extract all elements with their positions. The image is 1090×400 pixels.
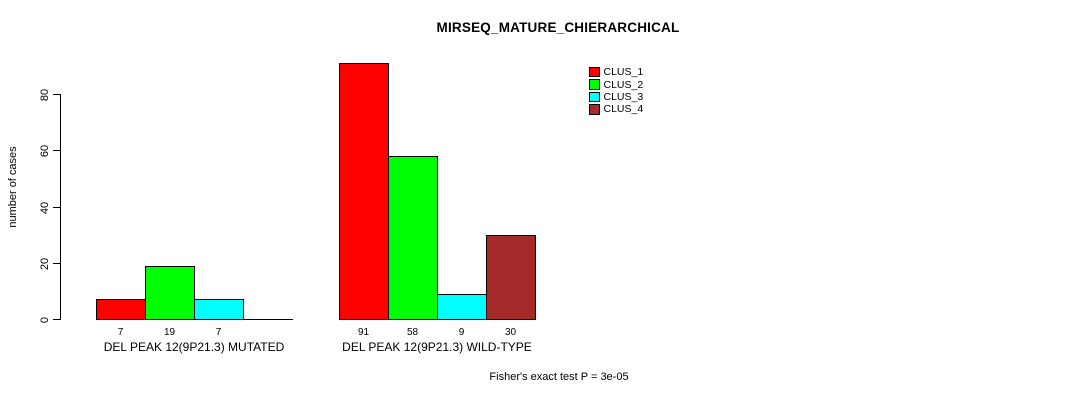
y-axis-tick: [53, 319, 60, 320]
legend-item: CLUS_4: [589, 103, 643, 115]
legend-label: CLUS_3: [603, 90, 644, 103]
y-axis-tick-label: 20: [39, 257, 51, 270]
stat-annotation: Fisher's exact test P = 3e-05: [489, 371, 629, 383]
legend-swatch: [589, 79, 600, 90]
bar-clus_3-group1: [194, 299, 244, 320]
y-axis-tick-label: 40: [39, 201, 51, 214]
y-axis-title: number of cases: [7, 146, 19, 228]
bar-clus_1-group2: [339, 63, 389, 320]
bar-clus_1-group1: [96, 299, 146, 320]
legend-label: CLUS_2: [603, 78, 644, 91]
y-axis-tick: [53, 94, 60, 95]
bar-clus_2-group2: [388, 156, 438, 320]
y-axis-line: [60, 94, 61, 320]
legend-swatch: [589, 104, 600, 115]
bar-value-label: 91: [357, 327, 370, 338]
bar-clus_4-group2: [486, 235, 536, 320]
legend-item: CLUS_1: [589, 66, 643, 78]
bar-value-label: 58: [406, 327, 419, 338]
bar-value-label: 19: [163, 327, 176, 338]
legend-label: CLUS_1: [603, 66, 644, 79]
legend-label: CLUS_4: [603, 103, 644, 116]
legend-item: CLUS_3: [589, 91, 643, 103]
legend-swatch: [589, 66, 600, 78]
legend: CLUS_1 CLUS_2 CLUS_3 CLUS_4: [589, 66, 643, 116]
y-axis-tick-label: 0: [39, 316, 51, 323]
category-label: DEL PEAK 12(9P21.3) MUTATED: [103, 340, 285, 354]
y-axis-tick: [53, 150, 60, 151]
bar-value-label: 30: [504, 327, 517, 338]
legend-item: CLUS_2: [589, 78, 644, 91]
y-axis-tick: [53, 263, 60, 264]
bar-value-label: 7: [215, 327, 222, 338]
category-label: DEL PEAK 12(9P21.3) WILD-TYPE: [342, 340, 532, 354]
legend-swatch: [589, 91, 600, 103]
bar-value-label: 7: [117, 327, 124, 338]
y-axis-tick: [53, 207, 60, 208]
y-axis-tick-label: 80: [39, 88, 51, 101]
y-axis-tick-label: 60: [39, 144, 51, 157]
bar-clus_3-group2: [437, 294, 487, 320]
bar-value-label: 9: [458, 327, 465, 338]
chart-title: MIRSEQ_MATURE_CHIERARCHICAL: [436, 20, 680, 35]
bar-clus_2-group1: [145, 266, 195, 320]
